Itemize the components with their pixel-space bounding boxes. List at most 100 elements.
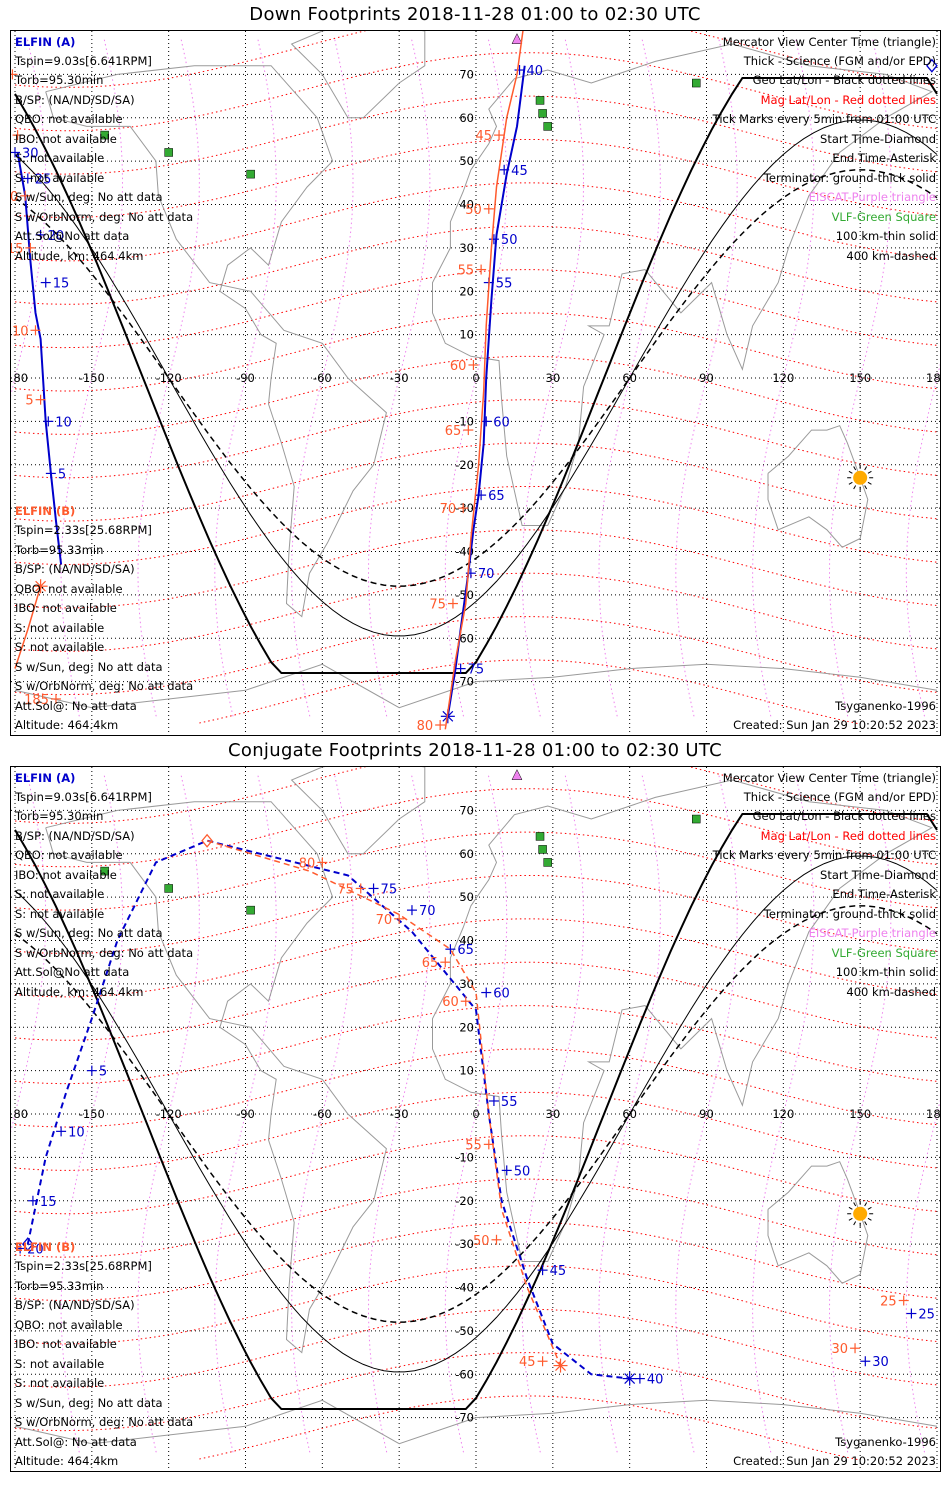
land-outline bbox=[45, 65, 387, 618]
y-tick-label: -10 bbox=[455, 414, 474, 428]
land-outline bbox=[767, 1161, 869, 1284]
y-tick-label: -20 bbox=[455, 458, 474, 472]
x-tick-label: 0 bbox=[472, 1107, 479, 1121]
sun-ray bbox=[867, 1217, 872, 1221]
start-diamond-icon bbox=[21, 1237, 34, 1252]
legend-geo-grid: Geo Lat/Lon - Black dotted lines bbox=[752, 809, 936, 823]
track-time-label: 25 bbox=[880, 1295, 897, 1310]
land-outline bbox=[14, 663, 938, 709]
elfin-b-track bbox=[14, 585, 42, 669]
vlf-square-icon bbox=[692, 814, 701, 824]
x-tick-label: 30 bbox=[546, 1107, 561, 1121]
track-time-label: 50 bbox=[473, 1234, 490, 1249]
legend-thick: Thick - Science (FGM and/or EPD) bbox=[743, 790, 936, 804]
model-label: Tsyganenko-1996 bbox=[835, 699, 936, 713]
y-tick-label: 40 bbox=[459, 198, 474, 212]
created-label: Created: Sun Jan 29 10:20:52 2023 bbox=[733, 1454, 936, 1468]
elfin-b-ibo: IBO: not available bbox=[15, 1337, 117, 1351]
track-time-label: 50 bbox=[514, 1164, 531, 1179]
y-tick-label: 10 bbox=[459, 328, 474, 342]
x-tick-label: 180 bbox=[926, 371, 941, 385]
elfin-a-torb: Torb=95.30min bbox=[15, 809, 104, 823]
y-tick-label: 70 bbox=[459, 67, 474, 81]
legend-end: End Time-Asterisk bbox=[832, 887, 936, 901]
elfin-b-tspin: Tspin=2.33s[25.68RPM] bbox=[15, 523, 152, 537]
elfin-b-track bbox=[206, 839, 562, 1366]
mag-lon-line bbox=[291, 39, 354, 717]
x-tick-label: -30 bbox=[390, 1107, 409, 1121]
x-tick-label: 90 bbox=[699, 371, 714, 385]
mag-lon-line bbox=[828, 39, 892, 717]
track-time-label: 60 bbox=[493, 987, 510, 1002]
y-tick-label: -40 bbox=[455, 1281, 474, 1295]
start-diamond-icon bbox=[926, 58, 938, 73]
elfin-a-tspin: Tspin=9.03s[6.641RPM] bbox=[15, 790, 152, 804]
elfin-a-ibo: IBO: not available bbox=[15, 132, 117, 146]
vlf-square-icon bbox=[538, 109, 547, 118]
x-tick-label: -150 bbox=[79, 1107, 105, 1121]
track-time-label: 25 bbox=[918, 1308, 935, 1323]
terminator-400km bbox=[14, 169, 938, 587]
elfin-a-name: ELFIN (A) bbox=[15, 771, 76, 785]
track-time-label: 40 bbox=[527, 64, 544, 79]
elfin-b-track bbox=[444, 31, 524, 730]
track-time-label: 70 bbox=[419, 904, 436, 919]
track-time-label: 65 bbox=[422, 956, 439, 971]
y-tick-label: 60 bbox=[459, 111, 474, 125]
x-tick-label: -60 bbox=[313, 371, 332, 385]
elfin-a-alt: Altitude, km: 464.4km bbox=[15, 249, 144, 263]
track-time-label: 75 bbox=[381, 882, 398, 897]
x-tick-label: 120 bbox=[772, 1107, 794, 1121]
mag-lat-line bbox=[199, 1395, 861, 1461]
elfin-a-qbo: QBO: not available bbox=[15, 848, 123, 862]
mag-lat-line bbox=[14, 139, 938, 219]
end-asterisk-icon bbox=[555, 1360, 566, 1371]
elfin-b-s2: S: not available bbox=[15, 640, 105, 654]
y-tick-label: -70 bbox=[455, 675, 474, 689]
elfin-b-att: Att.Sol@: No att data bbox=[15, 1435, 137, 1449]
mag-lon-line bbox=[521, 775, 585, 1453]
elfin-a-torb: Torb=95.30min bbox=[15, 73, 104, 87]
sun-ray bbox=[853, 466, 857, 471]
vlf-square-icon bbox=[164, 884, 173, 893]
end-asterisk-icon bbox=[624, 1373, 636, 1385]
sun-ray bbox=[864, 485, 868, 490]
map-panel-down: -180 -150 -120 -90 -60 -30 0 30 60 90 120 150 180 70 6… bbox=[10, 30, 941, 736]
model-label: Tsyganenko-1996 bbox=[835, 1435, 936, 1449]
land-outline bbox=[45, 801, 387, 1354]
y-tick-label: 60 bbox=[459, 847, 474, 861]
legend-400km: 400 km-dashed bbox=[846, 985, 936, 999]
legend-thick: Thick - Science (FGM and/or EPD) bbox=[743, 54, 936, 68]
elfin-b-alt: Altitude: 464.4km bbox=[15, 1454, 119, 1468]
terminator-100km bbox=[14, 119, 938, 637]
vlf-square-icon bbox=[246, 169, 255, 179]
elfin-a-s1: S: not available bbox=[15, 151, 105, 165]
x-tick-label: -180 bbox=[11, 371, 28, 385]
x-tick-label: -60 bbox=[313, 1107, 332, 1121]
track-time-label: 15 bbox=[53, 277, 70, 292]
sun-ray bbox=[864, 1221, 868, 1226]
track-time-label: 45 bbox=[550, 1264, 567, 1279]
elfin-b-s-orb: S w/OrbNorm, deg: No att data bbox=[15, 1415, 194, 1429]
elfin-a-s2: S: not available bbox=[15, 907, 105, 921]
track-time-label: 55 bbox=[465, 1138, 482, 1153]
track-time-label: 50 bbox=[465, 203, 482, 218]
track-time-label: 30 bbox=[872, 1355, 889, 1370]
track-time-label: 60 bbox=[442, 995, 459, 1010]
elfin-b-att: Att.Sol@: No att data bbox=[15, 699, 137, 713]
legend-vlf: VLF-Green Square bbox=[831, 210, 936, 224]
track-time-label: 25 bbox=[35, 172, 52, 187]
mag-lon-line bbox=[905, 1099, 940, 1453]
track-time-label: 55 bbox=[501, 1095, 518, 1110]
track-time-label: 55 bbox=[496, 277, 513, 292]
terminator-100km bbox=[14, 855, 938, 1373]
track-time-label: 30 bbox=[22, 146, 39, 161]
elfin-a-track bbox=[16, 152, 63, 565]
sun-ray bbox=[853, 485, 857, 490]
x-tick-label: -90 bbox=[236, 1107, 255, 1121]
elfin-b-qbo: QBO: not available bbox=[15, 1318, 123, 1332]
legend-tick-marks: Tick Marks every 5min from 01:00 UTC bbox=[712, 848, 936, 862]
land-outline bbox=[290, 767, 426, 855]
elfin-a-s-sun: S w/Sun, deg: No att data bbox=[15, 190, 163, 204]
x-tick-label: 30 bbox=[546, 371, 561, 385]
